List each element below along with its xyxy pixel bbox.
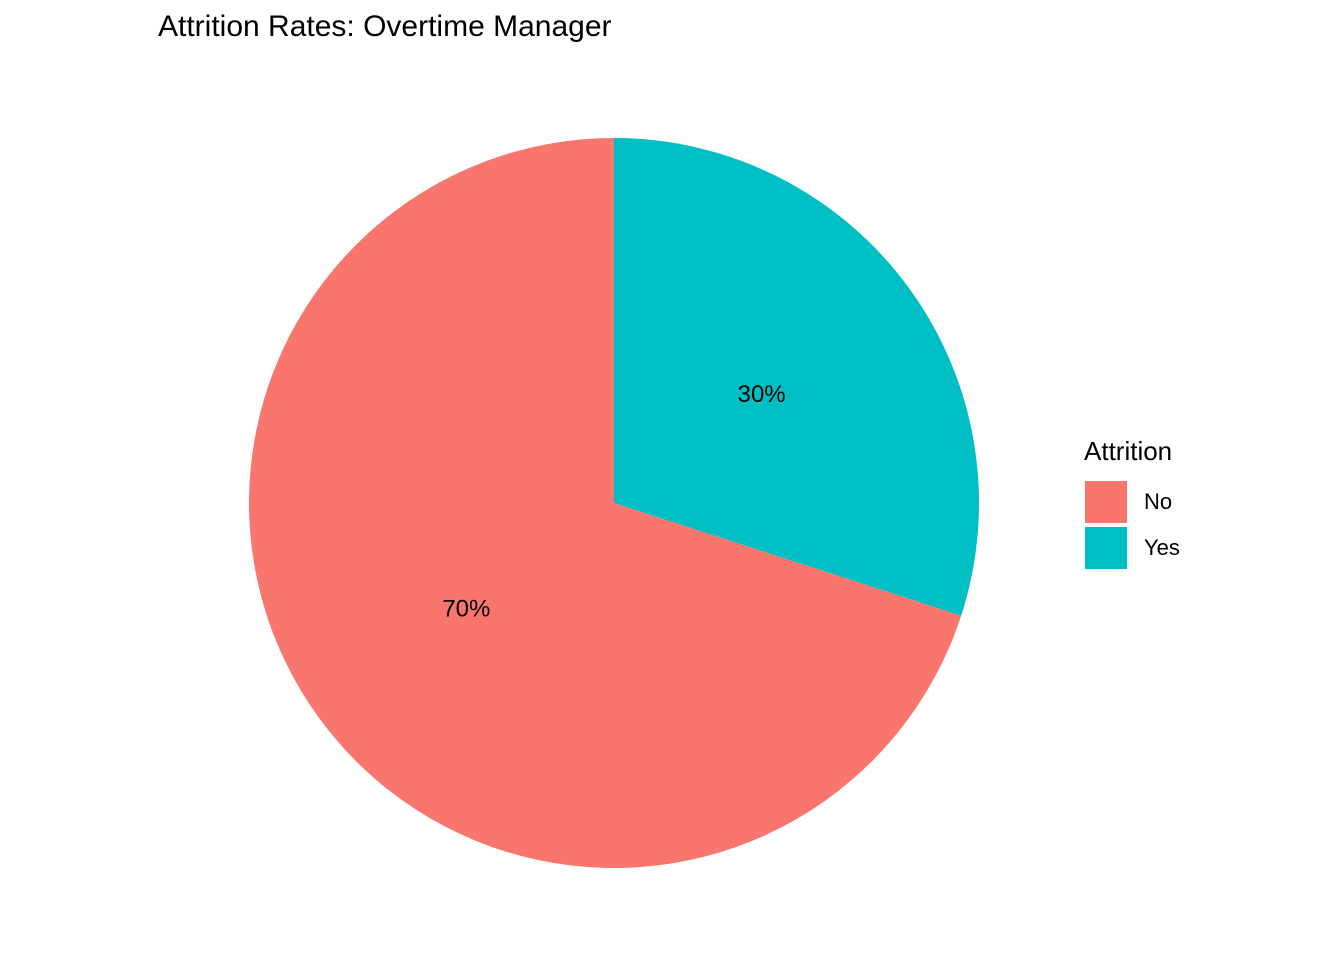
slice-label-no: 70% bbox=[442, 596, 490, 623]
legend-label-no: No bbox=[1144, 489, 1173, 514]
slice-label-yes: 30% bbox=[738, 381, 786, 408]
legend: Attrition No Yes bbox=[1084, 436, 1180, 571]
legend-title: Attrition bbox=[1084, 436, 1173, 466]
pie-slice-no bbox=[249, 138, 962, 868]
legend-label-yes: Yes bbox=[1144, 535, 1180, 560]
chart-title: Attrition Rates: Overtime Manager bbox=[158, 10, 612, 43]
legend-key-yes bbox=[1084, 526, 1128, 570]
legend-key-no bbox=[1084, 480, 1128, 524]
legend-item-no: No bbox=[1084, 479, 1180, 525]
legend-item-yes: Yes bbox=[1084, 525, 1180, 571]
pie-slice-yes bbox=[614, 138, 979, 616]
